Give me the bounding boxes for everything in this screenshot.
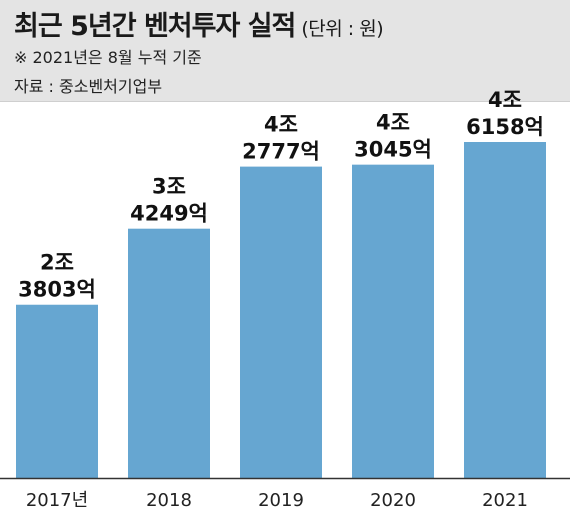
value-label: 2777억 — [242, 140, 320, 164]
category-label: 2017년 — [26, 490, 88, 511]
bar-2020 — [352, 164, 434, 479]
category-label: 2018 — [146, 490, 192, 511]
value-label: 6158억 — [466, 115, 544, 139]
category-label: 2020 — [370, 490, 416, 511]
chart-header: 최근 5년간 벤처투자 실적 (단위 : 원) ※ 2021년은 8월 누적 기준… — [0, 0, 570, 101]
title-row: 최근 5년간 벤처투자 실적 (단위 : 원) — [14, 4, 384, 43]
value-label: 4조 — [488, 88, 522, 112]
value-label: 3조 — [152, 175, 186, 199]
bar-2019 — [240, 166, 322, 479]
value-label: 4249억 — [130, 202, 208, 226]
category-label: 2021 — [482, 490, 528, 511]
bar-2017년 — [16, 304, 98, 478]
footnote: ※ 2021년은 8월 누적 기준 — [14, 48, 202, 67]
unit-label: (단위 : 원) — [301, 18, 384, 40]
value-label: 4조 — [264, 113, 298, 137]
chart-title: 최근 5년간 벤처투자 실적 — [14, 11, 296, 42]
bar-2018 — [128, 228, 210, 478]
value-label: 3803억 — [18, 278, 96, 302]
bar-2021 — [464, 142, 546, 478]
value-label: 4조 — [376, 111, 410, 135]
header-divider — [0, 101, 570, 102]
source-label: 자료 : 중소벤처기업부 — [14, 77, 163, 96]
value-label: 2조 — [40, 251, 74, 275]
value-label: 3045억 — [354, 138, 432, 162]
category-label: 2019 — [258, 490, 304, 511]
